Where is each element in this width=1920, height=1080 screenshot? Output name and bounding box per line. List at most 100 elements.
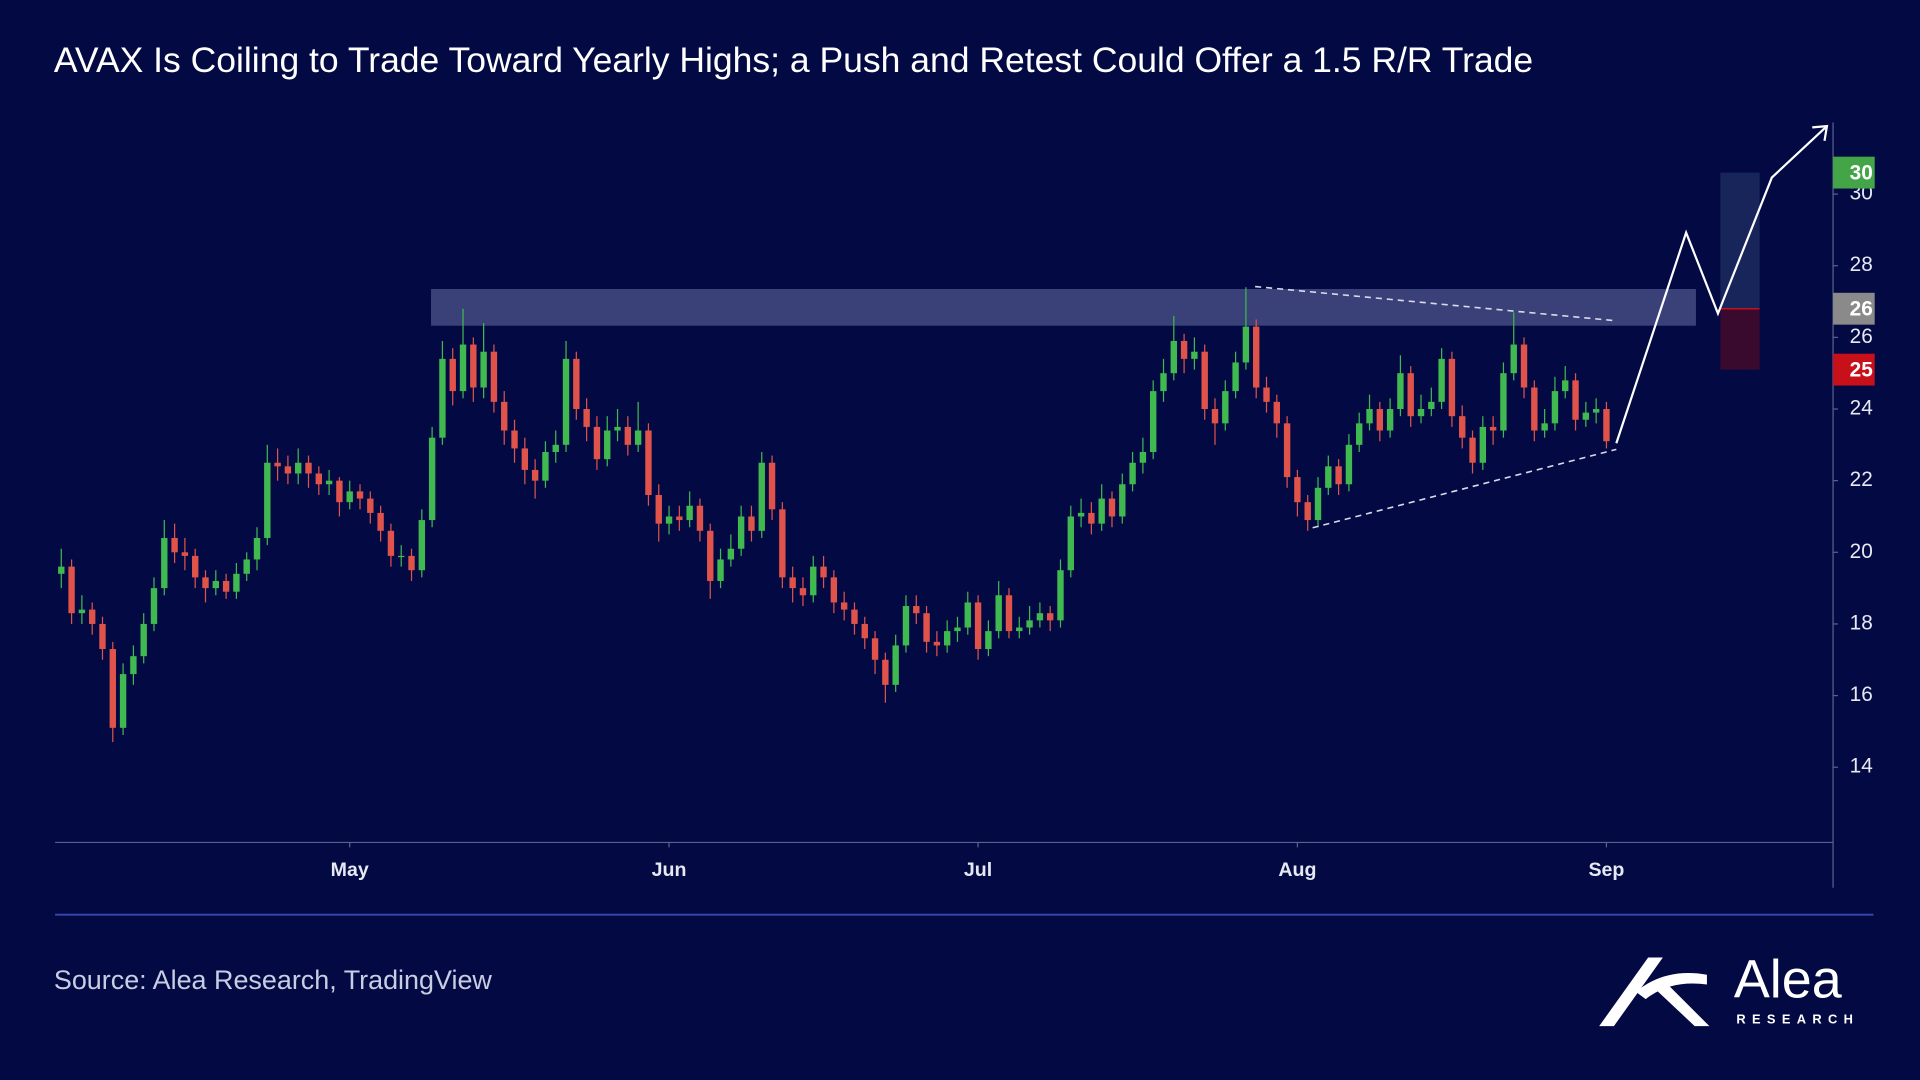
candle-body [1283,423,1291,478]
candle-body [192,555,199,578]
candle-body [748,516,755,531]
candle-body [1407,373,1414,417]
candle-body [923,613,930,642]
candle-body [459,344,467,392]
price-label: 25 [1850,358,1873,381]
logo-name: Alea [1734,949,1842,1009]
candle-body [696,505,704,531]
x-tick-label: May [331,859,369,881]
candle-body [1026,620,1033,628]
y-tick-label: 20 [1850,540,1873,563]
price-label: 30 [1850,161,1873,184]
candle-body [676,516,683,521]
candle-body [119,674,127,728]
candle-body [1592,409,1600,413]
candle-body [171,537,178,553]
candle-body [604,430,611,460]
logo-mark [1635,972,1707,1000]
logo: Alea RESEARCH [1599,949,1859,1027]
candle-body [68,566,75,614]
candle-body [1222,391,1229,424]
candle-body [1098,498,1105,524]
candle-body [449,358,456,392]
candle-body [1139,452,1147,463]
candle-body [840,602,848,610]
candle-body [882,659,889,685]
candle-body [974,602,982,650]
candle-body [490,351,498,402]
candle-body [222,580,230,592]
candle-body [1469,437,1476,463]
candle-body [1345,444,1353,485]
candle-body [161,537,168,589]
candle-body [665,516,673,524]
candle-body [1397,373,1404,410]
candle-body [707,530,714,581]
candle-body [686,505,693,521]
candle-body [645,430,652,495]
candle-body [933,641,941,646]
candle-body [1005,595,1013,632]
y-tick-label: 28 [1850,253,1873,276]
position-boxes [1720,172,1760,370]
candle-body [58,566,65,574]
candle-body [109,649,116,728]
candle-body [511,430,518,449]
candle-body [1448,358,1456,417]
candle-body [1273,401,1280,424]
candle-body [150,588,158,624]
candle-body [501,401,508,431]
stop-zone [1720,308,1760,370]
chart-title: AVAX Is Coiling to Trade Toward Yearly H… [54,40,1533,80]
candles [58,287,1610,743]
candle-body [1510,344,1517,374]
candle-body [614,426,621,431]
candle-body [552,444,559,453]
candle-body [521,448,529,470]
price-label-box [1833,353,1875,386]
candle-body [593,426,601,460]
y-tick-label: 18 [1850,611,1873,634]
candle-body [1335,466,1342,485]
price-label: 26 [1850,297,1873,320]
candle-body [1489,426,1497,431]
candle-body [295,462,302,474]
candle-body [1531,387,1538,431]
candle-body [1180,340,1188,359]
candle-body [99,623,106,650]
y-tick-label: 26 [1850,325,1873,348]
candle-body [1253,326,1260,388]
candle-body [367,498,374,513]
candle-body [779,509,786,578]
candle-body [274,462,281,467]
projection-path [1615,125,1828,444]
candle-body [1201,351,1208,410]
upper-trendline [1255,285,1617,322]
x-tick-label: Aug [1278,859,1316,881]
candle-body [78,609,86,614]
candle-body [727,548,735,560]
candle-body [1541,423,1548,431]
candle-body [913,606,920,614]
candle-body [1263,387,1270,402]
candle-body [871,638,879,660]
candle-body [1500,373,1507,431]
logo-mark [1599,957,1663,1027]
candle-body [181,552,189,556]
candle-body [810,566,817,596]
candle-body [243,559,250,574]
candle-body [820,566,827,578]
candle-body [1211,409,1219,424]
candle-body [1067,516,1074,571]
candle-body [1077,512,1085,517]
candle-body [737,516,745,549]
candle-body [470,344,477,388]
candle-body [830,577,838,603]
candle-body [233,573,240,592]
candle-body [1572,380,1579,420]
logo-tagline: RESEARCH [1736,1011,1859,1026]
candle-body [1242,326,1250,363]
candle-body [140,623,147,657]
candle-body [1366,409,1373,424]
